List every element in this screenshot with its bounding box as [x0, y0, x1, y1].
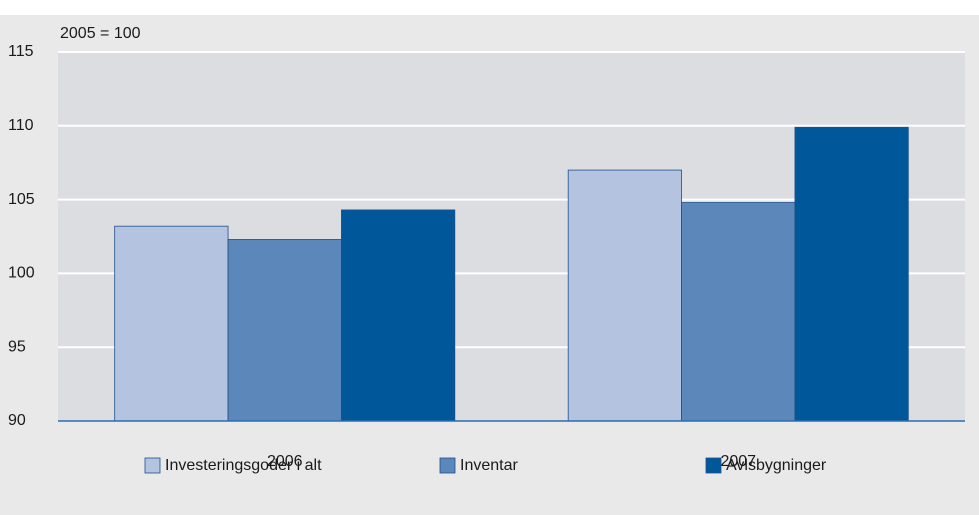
- y-tick-label: 95: [8, 338, 26, 355]
- y-tick-label: 110: [8, 117, 34, 134]
- legend-label: Avlsbygninger: [726, 457, 827, 474]
- x-tick-label: 2006: [267, 453, 303, 470]
- y-tick-label: 100: [8, 265, 35, 282]
- legend-label: Investeringsgoder i alt: [165, 457, 322, 474]
- bar: [341, 209, 456, 422]
- legend-swatch: [144, 457, 161, 474]
- x-tick-label: 2007: [720, 453, 756, 470]
- y-tick-label: 115: [8, 43, 34, 60]
- bar: [114, 225, 229, 422]
- legend-swatch: [705, 457, 722, 474]
- y-tick-label: 105: [8, 191, 35, 208]
- bar: [567, 169, 682, 422]
- bar: [227, 239, 342, 422]
- bar: [681, 202, 796, 422]
- legend-swatch: [439, 457, 456, 474]
- annotation: 2005 = 100: [60, 25, 141, 42]
- legend-label: Inventar: [460, 457, 518, 474]
- bar: [794, 126, 909, 422]
- y-tick-label: 90: [8, 412, 26, 429]
